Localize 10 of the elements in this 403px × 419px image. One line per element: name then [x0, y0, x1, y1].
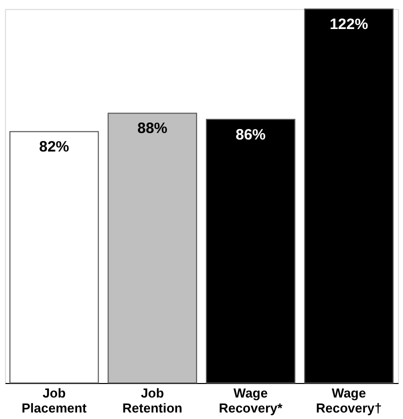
data-label: 82% [39, 138, 70, 156]
x-tick-label: Wage Recovery† [316, 386, 382, 416]
data-label: 122% [330, 16, 368, 33]
x-tick-label: Job Retention [122, 386, 182, 416]
data-label: 86% [236, 126, 266, 144]
bar [9, 131, 99, 384]
data-label: 88% [137, 120, 168, 138]
x-tick-label: Job Placement [22, 386, 88, 416]
bar [108, 112, 198, 384]
x-tick-label: Wage Recovery* [218, 386, 284, 416]
